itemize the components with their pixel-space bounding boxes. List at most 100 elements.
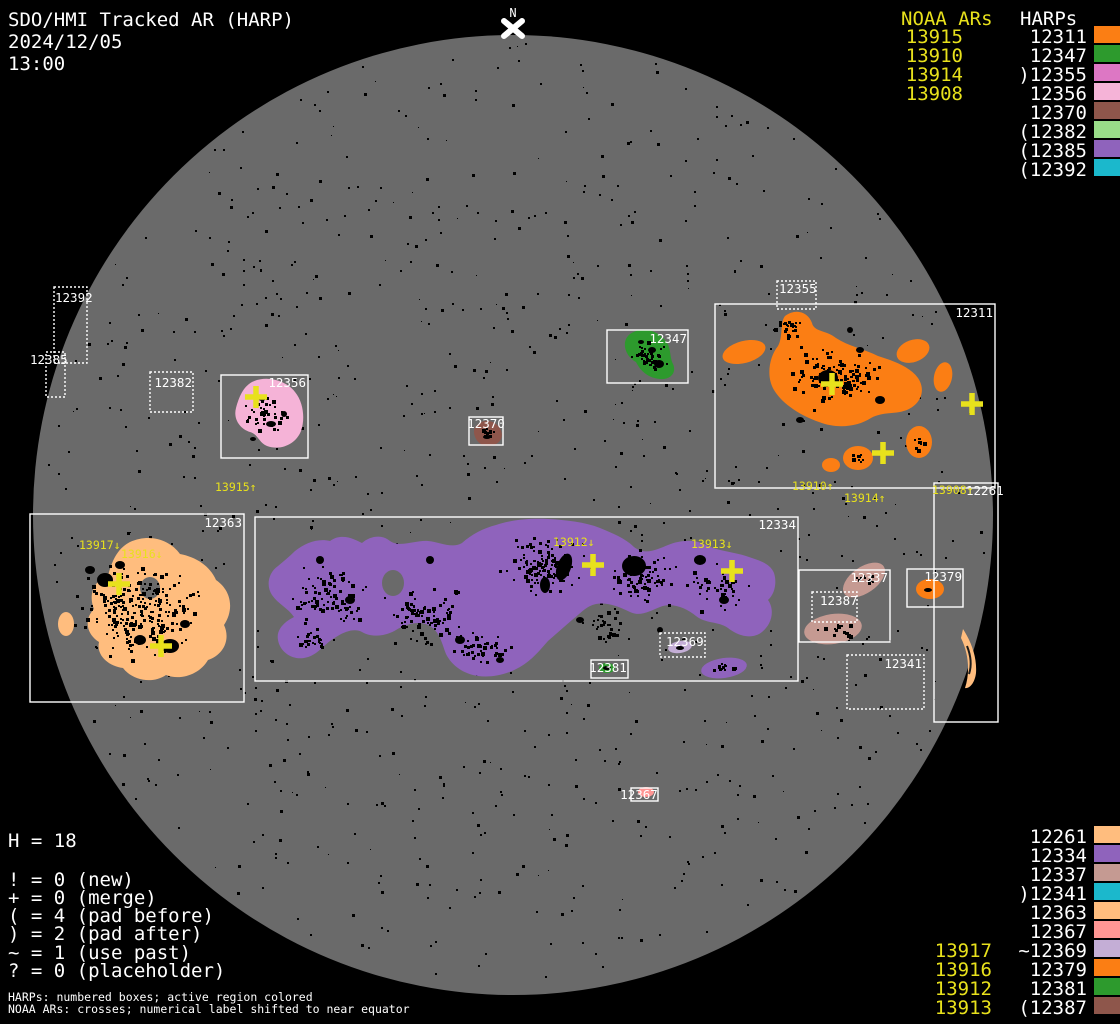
speckle [255,730,257,732]
speckle [446,612,448,614]
counter-pad-before: ( = 4 (pad before) [8,905,214,927]
speckle [619,579,621,581]
speckle [120,595,122,597]
speckle [664,568,666,570]
speckle [548,734,550,736]
sunspot [345,596,355,604]
speckle [480,650,482,652]
speckle [605,641,607,643]
speckle [765,324,767,326]
speckle [113,572,116,575]
speckle [154,589,156,591]
harp-box-label: 12385 [30,352,68,367]
speckle [273,518,275,520]
speckle [758,481,760,483]
speckle [548,572,550,574]
speckle [725,580,729,584]
speckle [618,629,620,631]
speckle [347,862,349,864]
speckle [842,368,844,370]
speckle [617,578,620,581]
speckle [684,689,686,691]
speckle [900,437,902,439]
speckle [265,230,268,233]
speckle [121,613,123,615]
speckle [324,588,328,592]
speckle [451,271,453,273]
speckle [571,704,572,705]
speckle [530,590,532,592]
speckle [329,590,331,592]
speckle [332,726,334,728]
speckle [443,602,445,604]
speckle [265,504,267,506]
speckle [231,199,233,201]
speckle [644,583,646,585]
speckle [725,125,727,127]
speckle [412,192,413,193]
speckle [675,472,677,474]
speckle [623,573,627,577]
speckle [125,622,128,625]
speckle [630,274,632,276]
speckle [706,470,708,472]
speckle [122,783,125,786]
sunspot [847,327,853,333]
speckle [338,350,339,351]
speckle [505,293,508,296]
noaa-cross [821,373,843,395]
speckle [147,778,149,780]
speckle [308,736,310,738]
speckle [323,604,325,606]
speckle [685,160,687,162]
speckle [297,918,299,920]
speckle [331,723,333,725]
speckle [630,581,633,584]
speckle [116,615,118,617]
speckle [498,891,501,894]
speckle [228,241,230,243]
speckle [812,358,814,360]
speckle [140,610,143,613]
speckle [858,459,860,461]
speckle [294,261,296,263]
speckle [686,788,688,790]
speckle [648,359,651,362]
speckle [600,615,603,618]
speckle [647,588,651,592]
speckle [766,467,768,469]
active-region-blob [722,339,766,365]
speckle [271,660,274,663]
speckle [122,605,124,607]
noaa-cross [872,442,894,464]
speckle [462,309,464,311]
speckle [380,875,382,877]
speckle [648,566,651,569]
speckle [294,344,296,346]
speckle [860,390,862,392]
speckle [48,464,50,466]
speckle [784,322,787,325]
speckle [920,554,922,556]
speckle [156,588,160,592]
speckle [366,682,368,684]
speckle [506,369,508,371]
speckle [333,639,335,641]
speckle [650,503,651,504]
speckle [222,273,225,276]
harp-box-label: 12370 [467,416,505,431]
speckle [428,87,430,89]
speckle [474,896,476,898]
date-label: 2024/12/05 [8,31,123,53]
speckle [306,592,308,594]
speckle [171,622,174,625]
speckle [821,730,822,731]
speckle [496,481,498,483]
speckle [144,583,146,585]
speckle [583,87,584,88]
speckle [154,573,157,576]
speckle [303,602,306,605]
active-region-blob [58,612,74,636]
speckle [426,178,429,181]
speckle [316,604,319,607]
